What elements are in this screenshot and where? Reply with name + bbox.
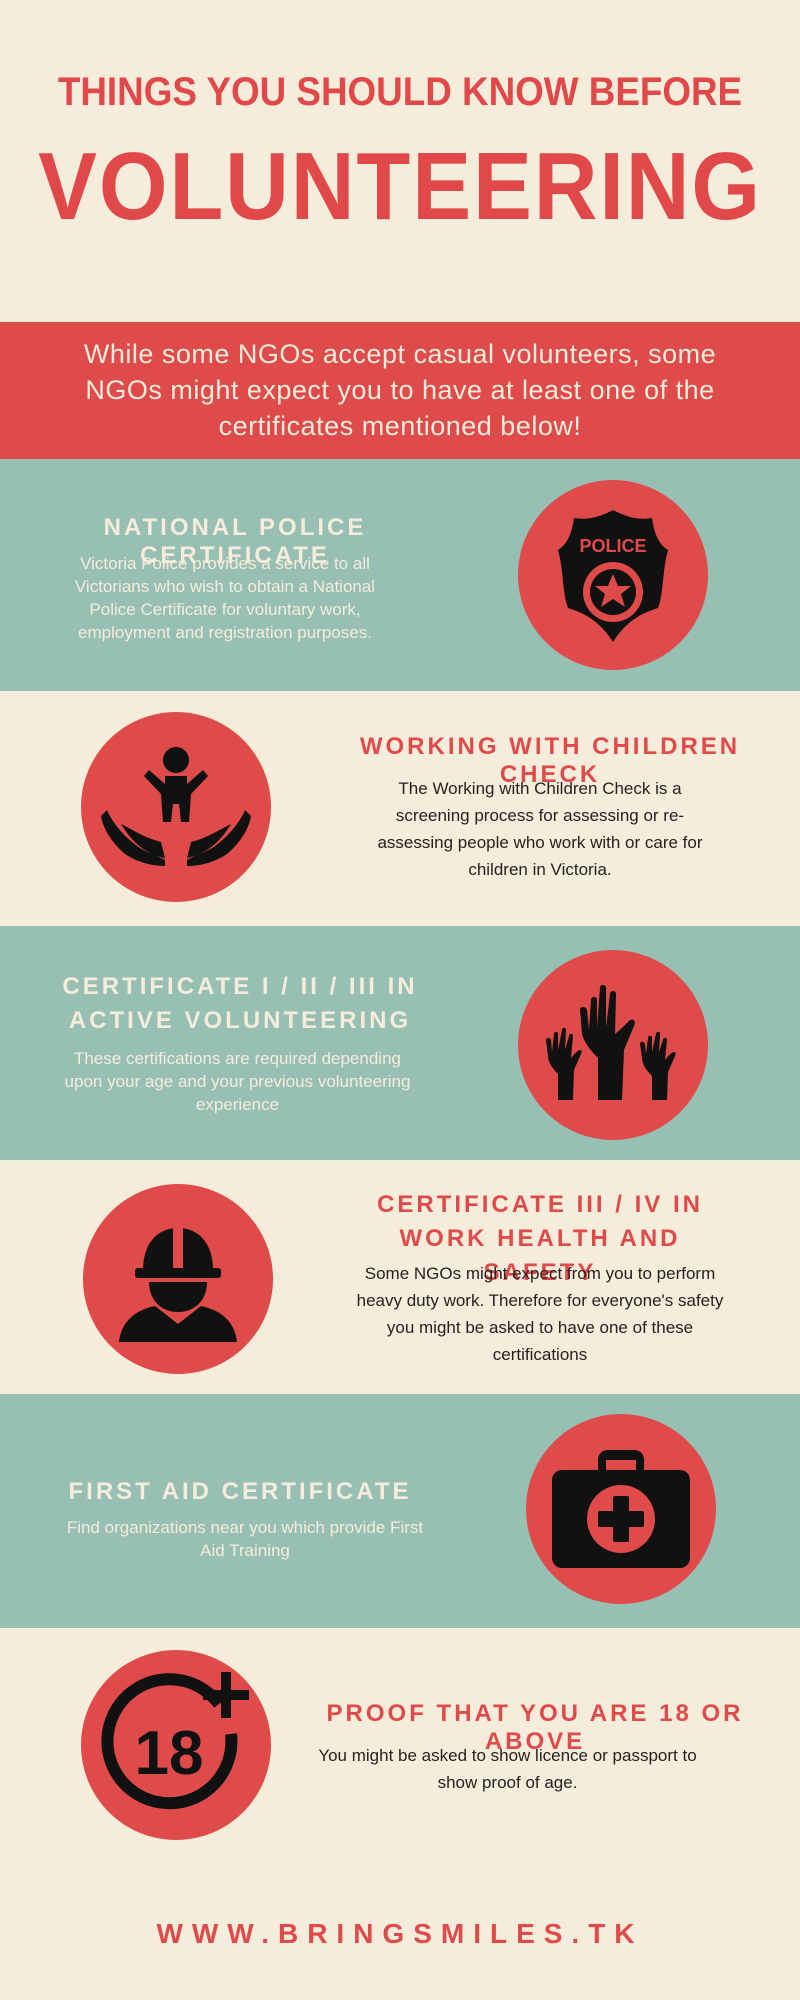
section-title: NATIONAL POLICE CERTIFICATE [103,514,367,569]
hardhat-worker-icon [83,1184,273,1374]
intro-text: While some NGOs accept casual volunteers… [83,339,717,441]
section-title: CERTIFICATE I / II / III IN ACTIVE VOLUN… [62,973,418,1034]
section-work-health-safety: CERTIFICATE III / IV IN WORK HEALTH AND … [0,1160,800,1394]
section-body: Some NGOs might expect from you to perfo… [356,1264,724,1364]
header-subtitle: THINGS YOU SHOULD KNOW BEFORE [57,70,743,114]
intro-banner: While some NGOs accept casual volunteers… [0,322,800,459]
section-body: Find organizations near you which provid… [66,1518,424,1560]
header-title: VOLUNTEERING [38,133,762,240]
section-first-aid: FIRST AID CERTIFICATE Find organizations… [0,1394,800,1628]
section-title: WORKING WITH CHILDREN CHECK [359,733,741,788]
section-proof-of-age: 18 PROOF THAT YOU ARE 18 OR ABOVE You mi… [0,1628,800,1878]
eighteen-text: 18 [135,1719,204,1788]
child-in-hands-icon [81,712,271,902]
section-body: Victoria Police provides a service to al… [74,554,376,642]
section-body: The Working with Children Check is a scr… [377,779,703,879]
section-body: These certifications are required depend… [64,1049,411,1114]
section-body: You might be asked to show licence or pa… [318,1746,697,1792]
police-badge-text: POLICE [579,536,646,556]
section-police-certificate: NATIONAL POLICE CERTIFICATE Victoria Pol… [0,459,800,691]
police-badge-icon: POLICE [518,480,708,670]
section-title: PROOF THAT YOU ARE 18 OR ABOVE [326,1700,744,1755]
section-active-volunteering: CERTIFICATE I / II / III IN ACTIVE VOLUN… [0,926,800,1160]
first-aid-kit-icon [526,1414,716,1604]
section-title: FIRST AID CERTIFICATE [68,1478,412,1505]
section-children-check: WORKING WITH CHILDREN CHECK The Working … [0,691,800,926]
footer-url[interactable]: WWW.BRINGSMILES.TK [156,1918,644,1949]
raised-hands-icon [518,950,708,1140]
section-title: CERTIFICATE III / IV IN WORK HEALTH AND … [377,1191,703,1286]
eighteen-plus-icon: 18 [81,1650,271,1840]
